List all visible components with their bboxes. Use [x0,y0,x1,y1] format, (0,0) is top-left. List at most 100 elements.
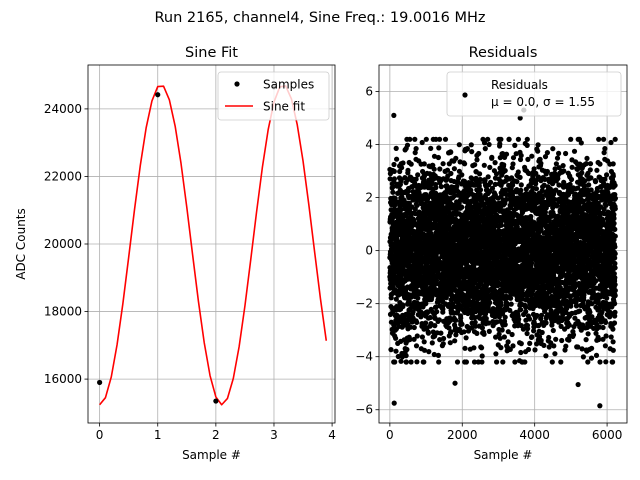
residual-point [479,353,485,359]
residual-point [401,197,407,203]
residual-point [457,279,463,285]
residual-point [432,323,438,329]
residual-point [447,340,453,346]
y-tick-label: 20000 [44,237,82,251]
residual-point [433,304,439,310]
residual-point [421,161,427,167]
residual-point [421,339,427,345]
residual-point [512,359,518,365]
residual-point [558,359,564,365]
residual-point [507,307,513,313]
y-tick-label: 22000 [44,169,82,183]
residual-point [486,328,492,334]
legend-samples-marker [234,81,240,87]
residual-point [514,179,520,185]
residual-point [411,336,417,342]
residual-point [479,345,485,351]
legend-samples-label: Samples [263,78,314,92]
residual-point [501,334,507,340]
residual-point [509,182,516,188]
residual-point [538,160,544,166]
x-tick-label: 0 [386,428,394,442]
residual-point [462,161,468,167]
residual-point [563,150,569,157]
residual-point [403,359,409,365]
residual-point [410,309,416,315]
residual-point [497,335,503,341]
y-tick-label: 0 [365,244,373,258]
residual-point [448,329,454,335]
residual-point [552,351,558,357]
residual-point [421,347,428,353]
residual-point [512,142,518,148]
residual-point [463,335,469,341]
residual-point [479,325,485,331]
x-tick-label: 0 [96,428,104,442]
residual-point [493,171,500,177]
residual-point [477,171,483,177]
residual-point [481,140,488,146]
residual-point [394,156,400,162]
residual-point [454,183,460,189]
residual-point [437,337,443,343]
residual-point [419,334,425,340]
residual-point [431,351,437,358]
residual-point [541,342,547,348]
y-tick-label: −2 [355,297,373,311]
residual-point [444,167,451,173]
residual-point [464,146,470,152]
residual-point [488,179,494,185]
residual-point [474,157,480,163]
residual-point [482,146,488,152]
residual-point [523,309,529,315]
residual-point [414,359,420,365]
residual-point [431,166,437,172]
residual-point [485,136,491,142]
axes-frame [87,64,336,424]
residual-point [525,346,532,353]
residual-point [498,345,504,351]
residual-point [468,142,474,148]
residual-point [413,146,419,152]
residual-point [559,337,565,344]
residual-point [414,319,420,325]
residual-point [436,145,442,151]
residual-point [486,141,492,148]
residual-point [518,341,524,347]
residual-point [472,323,478,329]
residual-point [408,359,414,365]
residual-point [520,326,527,332]
residual-point [392,195,398,201]
residual-point [461,329,467,335]
residual-point [452,338,458,344]
residual-point [563,343,569,349]
residual-point [390,184,396,190]
residual-point [413,343,420,349]
residual-point [413,176,419,182]
residual-point [489,185,496,191]
residual-point [505,339,511,345]
residual-point [561,168,567,174]
residual-point [518,307,524,313]
residual-point [504,302,510,308]
residual-point [399,165,405,171]
residual-point [425,330,431,336]
residual-point [516,316,522,322]
residual-point [471,359,478,365]
residual-point [544,150,551,156]
residual-point [502,200,508,206]
legend-fit-label: Sine fit [263,100,305,114]
residual-point [434,309,440,315]
residual-point [405,167,411,173]
residual-point [544,168,551,175]
residual-point [515,169,521,175]
x-tick-label: 2000 [447,428,478,442]
residual-point [404,142,411,148]
residual-point [476,150,482,157]
residual-point [483,309,489,315]
x-tick-label: 2 [212,428,220,442]
residual-point [469,176,475,182]
residual-point [407,336,413,343]
sample-point [213,398,219,404]
